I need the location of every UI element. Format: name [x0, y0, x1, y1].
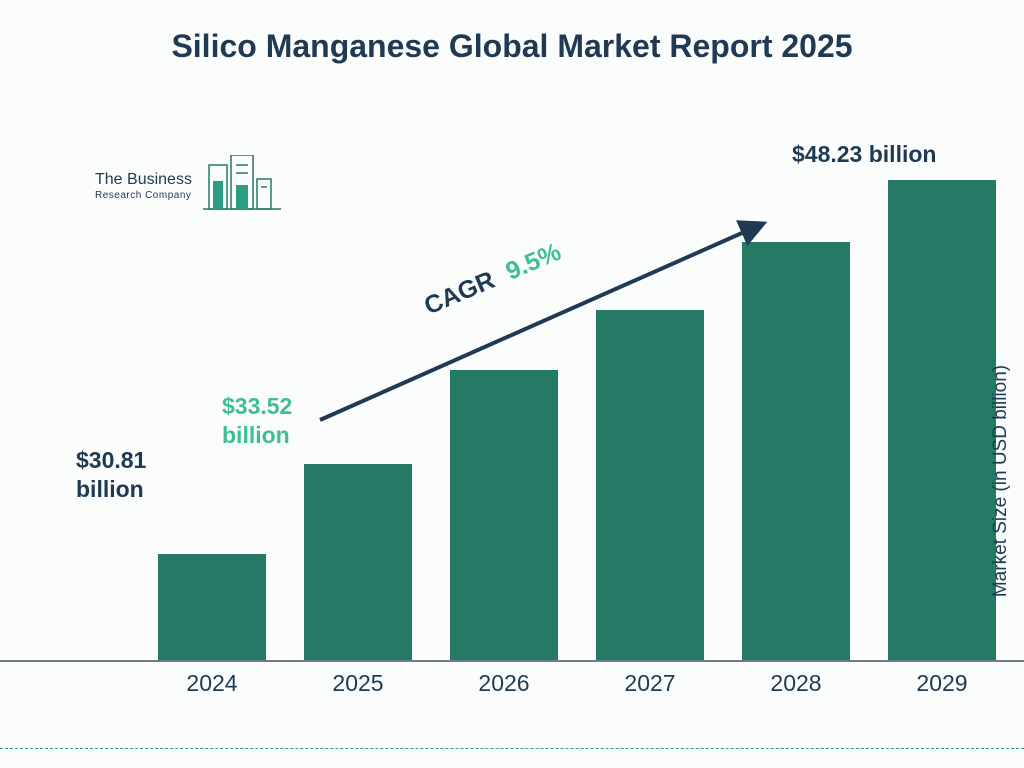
y-axis-label: Market Size (in USD billion) — [990, 351, 1012, 611]
bottom-divider — [0, 748, 1024, 749]
trend-arrow-icon — [0, 0, 1024, 768]
